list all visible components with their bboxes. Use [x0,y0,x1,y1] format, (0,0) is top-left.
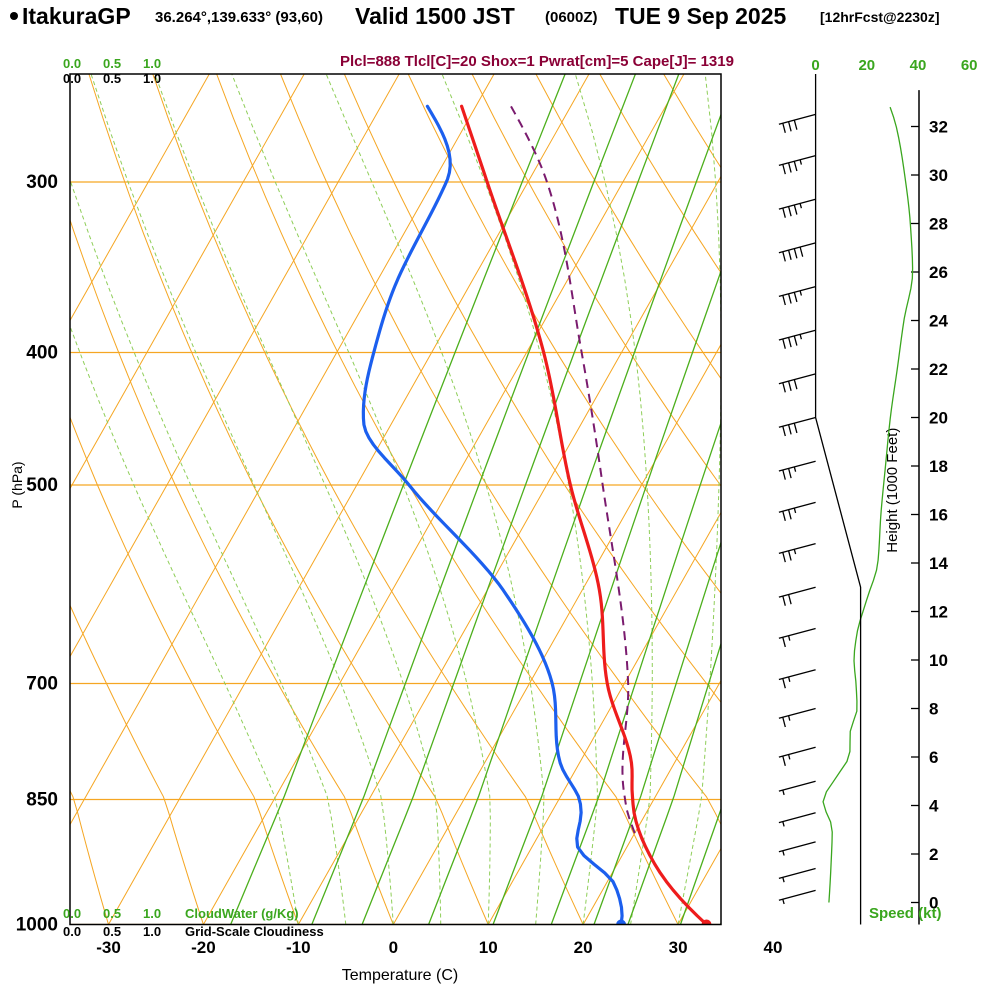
svg-text:18: 18 [929,457,948,476]
svg-text:40: 40 [764,938,783,957]
svg-text:10: 10 [479,938,498,957]
svg-text:P (hPa): P (hPa) [9,461,25,508]
svg-text:[12hrFcst@2230z]: [12hrFcst@2230z] [820,9,939,25]
svg-text:Height (1000 Feet): Height (1000 Feet) [884,428,901,553]
svg-text:Valid 1500 JST: Valid 1500 JST [355,3,515,29]
svg-text:2: 2 [929,845,938,864]
svg-text:Temperature (C): Temperature (C) [342,967,458,984]
svg-text:1.0: 1.0 [143,906,161,921]
svg-text:Grid-Scale Cloudiness: Grid-Scale Cloudiness [185,924,324,939]
svg-text:Plcl=888 Tlcl[C]=20 Shox=1 Pwr: Plcl=888 Tlcl[C]=20 Shox=1 Pwrat[cm]=5 C… [340,53,734,70]
svg-text:0.5: 0.5 [103,56,121,71]
svg-text:(0600Z): (0600Z) [545,9,598,26]
svg-text:-20: -20 [191,938,216,957]
svg-text:20: 20 [574,938,593,957]
svg-text:0.5: 0.5 [103,906,121,921]
svg-text:300: 300 [26,172,58,193]
svg-text:ItakuraGP: ItakuraGP [22,3,131,29]
svg-text:0: 0 [389,938,398,957]
svg-text:28: 28 [929,215,948,234]
svg-text:0.5: 0.5 [103,924,121,939]
svg-text:0.0: 0.0 [63,56,81,71]
svg-text:40: 40 [910,57,927,74]
svg-text:26: 26 [929,263,948,282]
svg-text:24: 24 [929,312,948,331]
svg-text:-10: -10 [286,938,311,957]
svg-text:22: 22 [929,360,948,379]
svg-text:32: 32 [929,118,948,137]
svg-text:16: 16 [929,506,948,525]
svg-text:14: 14 [929,554,948,573]
svg-text:1.0: 1.0 [143,924,161,939]
svg-text:6: 6 [929,748,938,767]
svg-text:Speed (kt): Speed (kt) [869,905,942,922]
svg-text:0.0: 0.0 [63,924,81,939]
svg-text:TUE 9 Sep 2025: TUE 9 Sep 2025 [615,3,787,29]
svg-text:CloudWater (g/Kg): CloudWater (g/Kg) [185,906,299,921]
svg-text:1000: 1000 [16,915,58,936]
svg-text:1.0: 1.0 [143,56,161,71]
svg-text:4: 4 [929,797,939,816]
svg-text:0: 0 [811,57,819,74]
svg-text:400: 400 [26,343,58,364]
svg-text:8: 8 [929,700,938,719]
svg-text:850: 850 [26,790,58,811]
svg-text:60: 60 [961,57,978,74]
svg-text:500: 500 [26,475,58,496]
svg-text:-30: -30 [96,938,121,957]
svg-text:12: 12 [929,603,948,622]
svg-text:20: 20 [858,57,875,74]
svg-text:30: 30 [669,938,688,957]
svg-text:36.264°,139.633° (93,60): 36.264°,139.633° (93,60) [155,9,323,26]
svg-text:0.0: 0.0 [63,906,81,921]
svg-text:700: 700 [26,674,58,695]
svg-text:10: 10 [929,651,948,670]
svg-text:20: 20 [929,409,948,428]
svg-text:30: 30 [929,166,948,185]
